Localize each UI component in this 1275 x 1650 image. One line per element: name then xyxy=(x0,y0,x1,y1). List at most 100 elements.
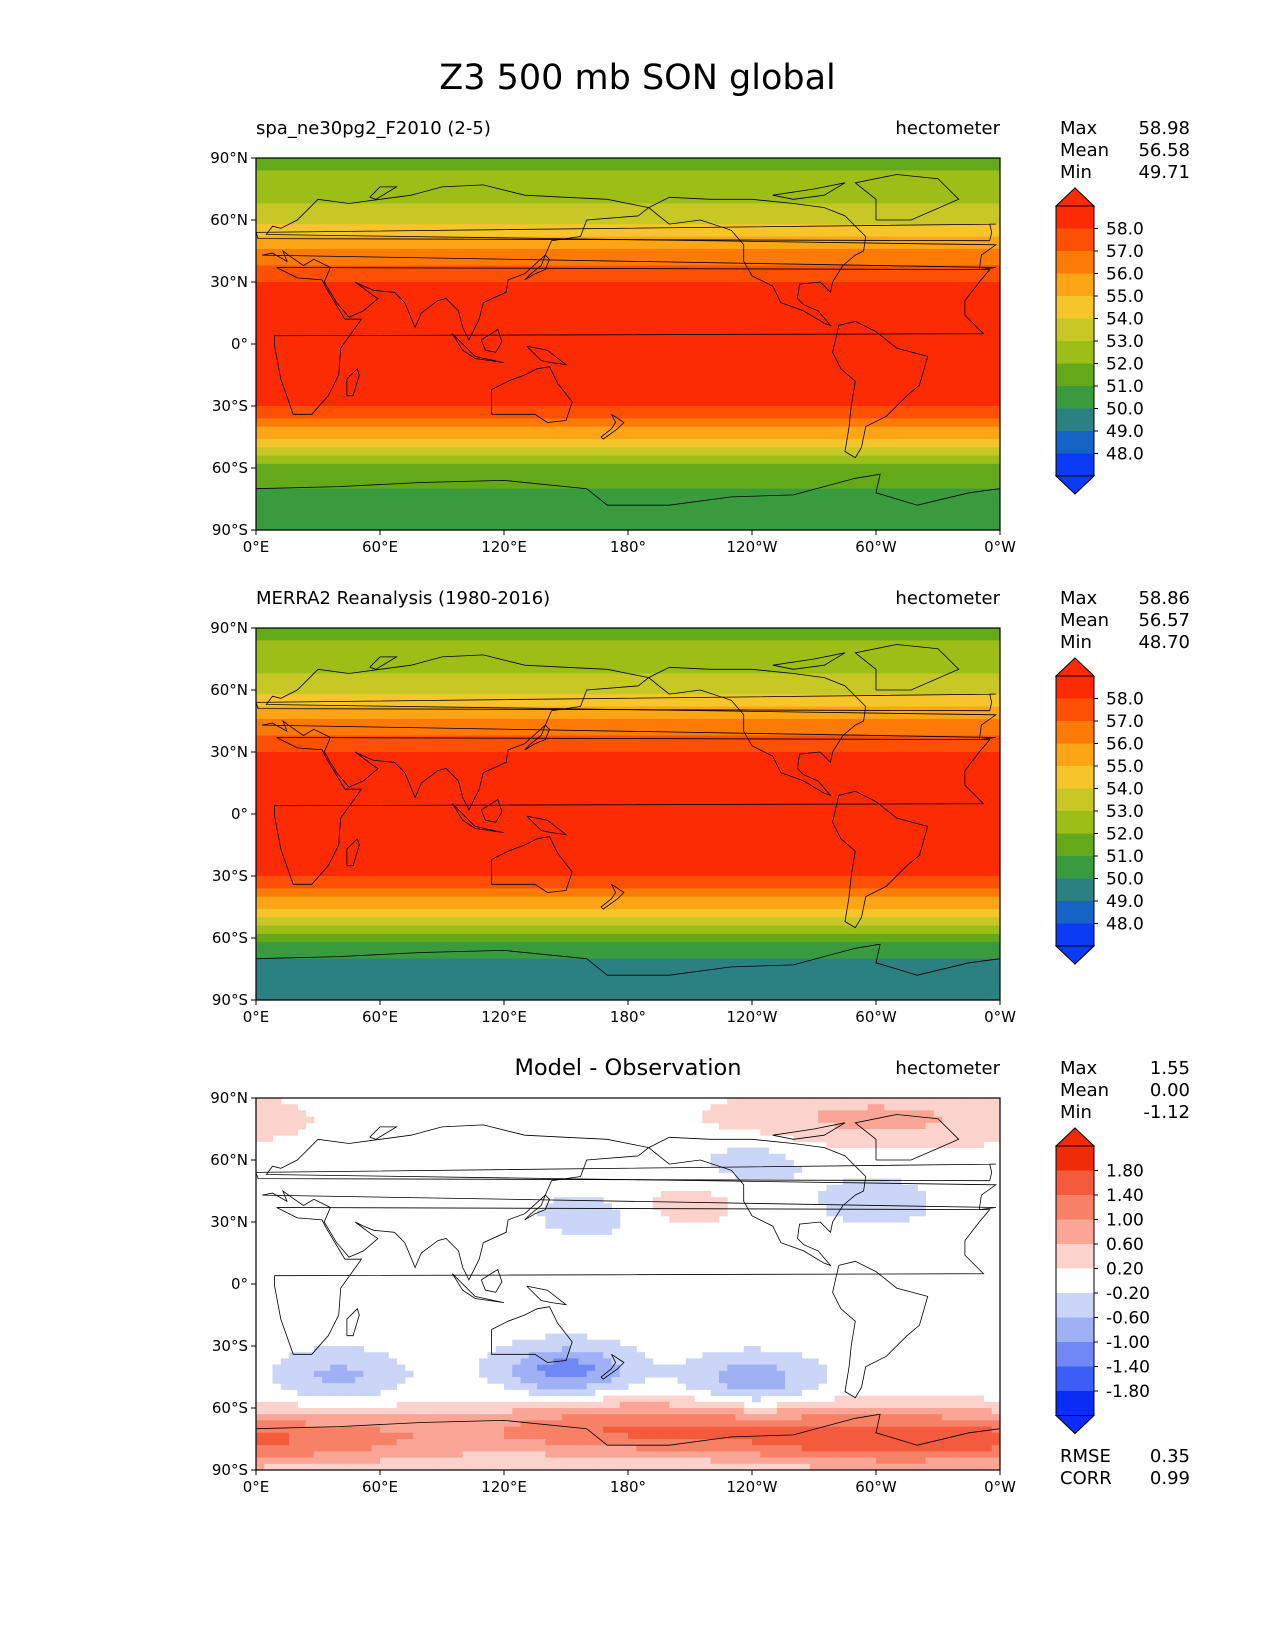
diff-cell xyxy=(743,1414,753,1421)
diff-cell xyxy=(710,1420,720,1428)
diff-cell xyxy=(289,1370,298,1378)
diff-cell xyxy=(380,1445,389,1452)
diff-cell xyxy=(363,1420,373,1428)
diff-cell xyxy=(818,1197,827,1204)
stat-label: RMSE xyxy=(1060,1446,1111,1467)
diff-cell xyxy=(677,1414,687,1421)
diff-cell xyxy=(297,1451,307,1459)
diff-cell xyxy=(900,1439,910,1446)
diff-cell xyxy=(933,1439,943,1446)
diff-cell xyxy=(346,1389,356,1397)
diff-cell xyxy=(760,1451,770,1459)
diff-cell xyxy=(561,1383,571,1390)
diff-cell xyxy=(900,1104,910,1111)
diff-cell xyxy=(280,1110,290,1118)
diff-cell xyxy=(768,1426,778,1434)
diff-cell xyxy=(256,1122,265,1130)
contour-band xyxy=(256,315,1000,320)
diff-cell xyxy=(280,1122,290,1130)
diff-cell xyxy=(859,1426,869,1434)
diff-cell xyxy=(619,1439,629,1446)
diff-cell xyxy=(611,1209,621,1217)
diff-cell xyxy=(735,1383,745,1390)
diff-cell xyxy=(760,1147,770,1155)
diff-cell xyxy=(272,1420,282,1428)
diff-cell xyxy=(512,1401,522,1409)
diff-cell xyxy=(785,1116,794,1124)
diff-cell xyxy=(594,1439,604,1446)
colorbar-segment xyxy=(1056,363,1094,387)
diff-cell xyxy=(876,1104,885,1111)
diff-cell xyxy=(768,1420,778,1428)
diff-cell xyxy=(958,1457,968,1465)
diff-cell xyxy=(793,1358,803,1366)
diff-cell xyxy=(561,1414,571,1421)
contour-band xyxy=(256,640,1000,646)
diff-cell xyxy=(859,1098,869,1105)
diff-cell xyxy=(793,1457,803,1465)
stat-label: CORR xyxy=(1060,1468,1112,1489)
diff-cell xyxy=(545,1414,555,1421)
diff-cell xyxy=(611,1451,621,1459)
diff-cell xyxy=(669,1445,679,1452)
diff-cell xyxy=(537,1445,546,1452)
diff-cell xyxy=(942,1122,951,1130)
diff-cell xyxy=(603,1445,612,1452)
diff-cell xyxy=(834,1191,844,1198)
diff-cell xyxy=(966,1098,976,1105)
diff-cell xyxy=(289,1116,298,1124)
diff-cell xyxy=(363,1389,373,1397)
diff-cell xyxy=(842,1209,852,1217)
diff-cell xyxy=(371,1358,381,1366)
diff-cell xyxy=(272,1439,282,1446)
diff-cell xyxy=(396,1426,406,1434)
diff-cell xyxy=(264,1457,274,1465)
diff-cell xyxy=(933,1451,943,1459)
diff-cell xyxy=(280,1116,290,1124)
diff-cell xyxy=(289,1358,298,1366)
diff-cell xyxy=(330,1346,340,1353)
diff-cell xyxy=(694,1364,703,1372)
contour-band xyxy=(256,459,1000,465)
diff-cell xyxy=(603,1203,612,1211)
diff-cell xyxy=(628,1395,637,1403)
diff-cell xyxy=(760,1370,770,1378)
diff-cell xyxy=(495,1420,505,1428)
diff-cell xyxy=(495,1364,505,1372)
diff-cell xyxy=(975,1414,984,1421)
diff-cell xyxy=(718,1439,728,1446)
diff-cell xyxy=(371,1364,381,1372)
diff-cell xyxy=(553,1439,563,1446)
contour-band xyxy=(256,652,1000,658)
diff-cell xyxy=(404,1445,414,1452)
diff-cell xyxy=(586,1401,596,1409)
diff-cell xyxy=(818,1414,827,1421)
colorbar-segment xyxy=(1056,901,1094,924)
diff-cell xyxy=(809,1420,819,1428)
diff-cell xyxy=(429,1445,439,1452)
diff-cell xyxy=(752,1420,761,1428)
diff-cell xyxy=(702,1352,712,1359)
diff-cell xyxy=(661,1395,670,1403)
diff-cell xyxy=(768,1364,778,1372)
diff-cell xyxy=(570,1358,579,1366)
diff-cell xyxy=(429,1432,439,1440)
diff-cell xyxy=(983,1451,993,1459)
diff-cell xyxy=(859,1129,869,1136)
diff-cell xyxy=(380,1414,389,1421)
diff-cell xyxy=(768,1432,778,1440)
diff-cell xyxy=(760,1414,770,1421)
diff-cell xyxy=(892,1414,902,1421)
contour-band xyxy=(256,756,1000,761)
diff-cell xyxy=(842,1104,852,1111)
diff-cell xyxy=(958,1110,968,1118)
diff-cell xyxy=(661,1209,670,1217)
diff-cell xyxy=(504,1377,513,1384)
diff-cell xyxy=(785,1166,794,1173)
diff-cell xyxy=(330,1352,340,1359)
diff-cell xyxy=(983,1420,993,1428)
diff-cell xyxy=(313,1445,323,1452)
diff-cell xyxy=(313,1383,323,1390)
diff-cell xyxy=(570,1426,579,1434)
diff-cell xyxy=(900,1209,910,1217)
